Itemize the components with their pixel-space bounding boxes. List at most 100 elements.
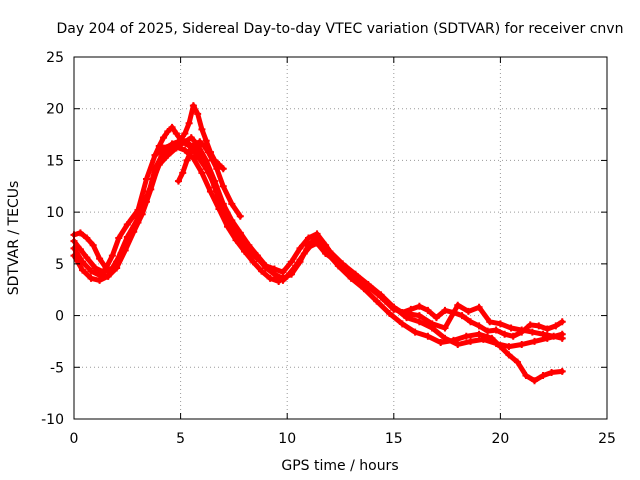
x-tick-label: 25 bbox=[598, 431, 616, 447]
data-point bbox=[211, 156, 219, 164]
data-point bbox=[550, 332, 558, 340]
data-point bbox=[151, 151, 159, 159]
data-point bbox=[270, 270, 278, 278]
axis-ticks: 0 5 10 15 20 25 -10 -5 0 5 10 15 20 25 bbox=[41, 50, 616, 447]
data-point bbox=[558, 318, 566, 326]
data-point bbox=[486, 318, 494, 326]
data-point bbox=[179, 169, 187, 177]
series-line-trace-4 bbox=[71, 138, 565, 341]
data-point bbox=[415, 318, 423, 326]
data-point bbox=[454, 301, 462, 309]
data-point bbox=[539, 372, 547, 380]
data-point bbox=[87, 274, 95, 282]
data-point bbox=[305, 243, 313, 251]
data-point bbox=[236, 231, 244, 239]
x-tick-label: 15 bbox=[385, 431, 403, 447]
data-point bbox=[441, 306, 449, 314]
data-point bbox=[83, 234, 91, 242]
data-point bbox=[467, 337, 475, 345]
data-point bbox=[492, 326, 500, 334]
data-point bbox=[202, 156, 210, 164]
data-point bbox=[117, 250, 125, 258]
data-point bbox=[215, 161, 223, 169]
y-tick-label: 25 bbox=[46, 50, 64, 66]
y-tick-label: -5 bbox=[50, 360, 64, 376]
data-point bbox=[168, 123, 176, 131]
data-point bbox=[330, 256, 338, 264]
data-point bbox=[177, 136, 185, 144]
data-point bbox=[558, 367, 566, 375]
data-point bbox=[160, 148, 168, 156]
data-point bbox=[441, 324, 449, 332]
data-point bbox=[411, 328, 419, 336]
data-point bbox=[245, 243, 253, 251]
data-point bbox=[142, 175, 150, 183]
data-point bbox=[279, 268, 287, 276]
data-point bbox=[488, 334, 496, 342]
data-point bbox=[458, 312, 466, 320]
data-point bbox=[83, 254, 91, 262]
data-point bbox=[96, 276, 104, 284]
data-point bbox=[164, 151, 172, 159]
y-tick-label: 5 bbox=[55, 257, 64, 273]
data-point bbox=[213, 165, 221, 173]
data-point bbox=[296, 256, 304, 264]
data-point bbox=[262, 264, 270, 272]
data-point bbox=[531, 377, 539, 385]
y-tick-label: -10 bbox=[41, 412, 64, 428]
data-point bbox=[253, 254, 261, 262]
y-tick-label: 15 bbox=[46, 153, 64, 169]
data-point bbox=[548, 368, 556, 376]
data-point bbox=[87, 267, 95, 275]
data-point bbox=[219, 202, 227, 210]
data-point bbox=[115, 234, 123, 242]
data-point bbox=[189, 154, 197, 162]
y-tick-label: 10 bbox=[46, 205, 64, 221]
data-point bbox=[505, 343, 513, 351]
data-point bbox=[415, 302, 423, 310]
data-point bbox=[424, 306, 432, 314]
data-point bbox=[462, 332, 470, 340]
data-point bbox=[219, 182, 227, 190]
data-point bbox=[390, 305, 398, 313]
data-point bbox=[518, 326, 526, 334]
data-point bbox=[526, 321, 534, 329]
data-point bbox=[484, 327, 492, 335]
data-point bbox=[552, 322, 560, 330]
data-point bbox=[202, 137, 210, 145]
data-point bbox=[123, 221, 131, 229]
data-point bbox=[535, 322, 543, 330]
data-point bbox=[454, 341, 462, 349]
data-point bbox=[174, 177, 182, 185]
data-point bbox=[305, 234, 313, 242]
data-point bbox=[496, 320, 504, 328]
x-axis-label: GPS time / hours bbox=[281, 458, 398, 474]
data-point bbox=[108, 252, 116, 260]
data-point bbox=[531, 337, 539, 345]
data-point bbox=[96, 255, 104, 263]
data-point bbox=[160, 134, 168, 142]
data-point bbox=[386, 310, 394, 318]
data-point bbox=[467, 318, 475, 326]
data-point bbox=[108, 264, 116, 272]
data-point bbox=[228, 218, 236, 226]
data-point bbox=[475, 303, 483, 311]
data-point bbox=[475, 322, 483, 330]
data-point bbox=[142, 198, 150, 206]
data-point bbox=[181, 130, 189, 138]
data-point bbox=[215, 205, 223, 213]
data-point bbox=[194, 110, 202, 118]
plot-frame bbox=[73, 56, 608, 420]
data-point bbox=[398, 320, 406, 328]
data-point bbox=[496, 343, 504, 351]
data-point bbox=[192, 140, 200, 148]
data-point bbox=[266, 274, 274, 282]
data-point bbox=[501, 330, 509, 338]
data-point bbox=[539, 330, 547, 338]
data-point bbox=[219, 165, 227, 173]
data-point bbox=[475, 330, 483, 338]
data-point bbox=[279, 276, 287, 284]
data-point bbox=[509, 332, 517, 340]
y-axis-label: SDTVAR / TECUs bbox=[6, 181, 22, 296]
